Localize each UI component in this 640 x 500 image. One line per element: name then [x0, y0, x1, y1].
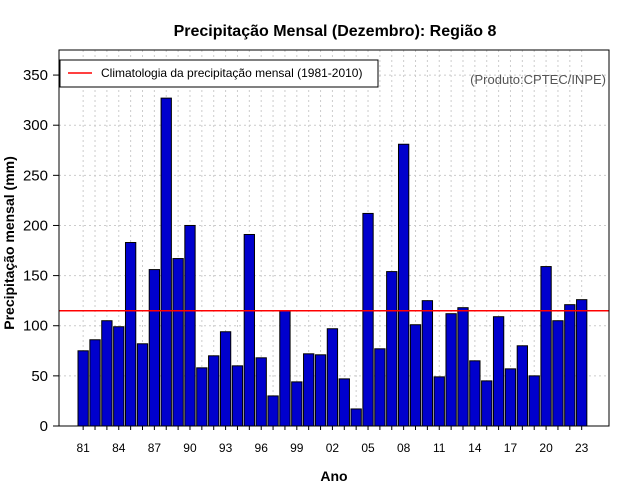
y-axis: 0 50 100 150 200 250 300 350 — [23, 67, 59, 435]
bar-2011 — [433, 376, 445, 427]
bar-2022 — [564, 304, 576, 427]
bar-2017 — [504, 368, 517, 427]
bar-1984 — [113, 326, 125, 427]
bar-2021 — [552, 320, 564, 427]
x-tick-label: 87 — [148, 441, 162, 455]
y-tick-label: 350 — [23, 67, 48, 84]
bar-1983 — [101, 320, 113, 427]
y-tick-label: 0 — [40, 418, 48, 435]
bar-2018 — [516, 345, 528, 427]
bar-2004 — [350, 408, 362, 427]
bar-2023 — [576, 299, 588, 427]
bar-1999 — [291, 381, 303, 427]
bar-2000 — [303, 353, 315, 427]
bar-2020 — [540, 266, 552, 427]
chart-title: Precipitação Mensal (Dezembro): Região 8 — [174, 23, 497, 40]
bar-2006 — [374, 348, 386, 427]
bar-2019 — [528, 375, 540, 427]
plot-frame — [58, 49, 610, 427]
y-tick-label: 200 — [23, 217, 48, 234]
x-axis: 81 84 87 90 93 96 99 02 05 08 11 14 17 20 23 — [76, 426, 589, 455]
x-tick-label: 81 — [76, 441, 90, 455]
x-tick-label: 23 — [575, 441, 589, 455]
legend: Climatologia da precipitação mensal (198… — [59, 59, 379, 88]
bar-1982 — [89, 339, 101, 427]
x-axis-label: Ano — [320, 468, 347, 484]
bar-2002 — [326, 328, 339, 427]
bar-2016 — [492, 316, 505, 427]
bar-1994 — [231, 365, 244, 427]
y-tick-label: 50 — [31, 368, 48, 385]
bar-1988 — [160, 97, 172, 427]
y-tick-label: 150 — [23, 268, 48, 285]
source-note: (Produto:CPTEC/INPE) — [470, 72, 606, 87]
bar-1996 — [255, 357, 267, 427]
x-tick-label: 84 — [112, 441, 126, 455]
x-tick-label: 20 — [539, 441, 553, 455]
x-tick-label: 99 — [290, 441, 304, 455]
bar-1998 — [279, 310, 291, 427]
x-tick-label: 11 — [433, 441, 446, 455]
bar-2003 — [338, 378, 350, 427]
x-tick-label: 96 — [255, 441, 269, 455]
y-axis-label: Precipitação mensal (mm) — [1, 156, 17, 330]
x-tick-label: 05 — [361, 441, 375, 455]
x-tick-label: 08 — [397, 441, 411, 455]
bar-2009 — [409, 324, 422, 427]
bar-1995 — [243, 233, 255, 427]
x-tick-label: 02 — [326, 441, 340, 455]
bar-1993 — [219, 331, 232, 427]
bar-2015 — [481, 380, 493, 427]
bar-1992 — [208, 355, 220, 427]
bar-2008 — [397, 143, 410, 427]
bar-1997 — [267, 395, 279, 427]
bar-1985 — [124, 242, 137, 427]
legend-climatology-label: Climatologia da precipitação mensal (198… — [101, 66, 362, 80]
bar-2005 — [362, 212, 374, 427]
bar-1986 — [136, 343, 149, 427]
x-tick-label: 14 — [468, 441, 482, 455]
bar-2014 — [469, 360, 481, 427]
bar-1987 — [148, 269, 161, 427]
bar-2013 — [457, 307, 469, 427]
x-tick-label: 17 — [504, 441, 518, 455]
x-tick-label: 90 — [183, 441, 197, 455]
y-tick-label: 300 — [23, 117, 48, 134]
bars — [77, 97, 588, 427]
y-tick-label: 100 — [23, 318, 48, 335]
bar-1990 — [184, 224, 196, 427]
bar-2001 — [314, 354, 327, 427]
legend-box — [59, 59, 379, 88]
bar-2007 — [386, 271, 398, 427]
y-tick-label: 250 — [23, 167, 48, 184]
bar-1991 — [196, 367, 208, 427]
x-tick-label: 93 — [219, 441, 233, 455]
bar-2012 — [445, 313, 457, 427]
bar-1981 — [77, 350, 89, 427]
bar-1989 — [172, 258, 184, 427]
bar-2010 — [421, 300, 434, 427]
